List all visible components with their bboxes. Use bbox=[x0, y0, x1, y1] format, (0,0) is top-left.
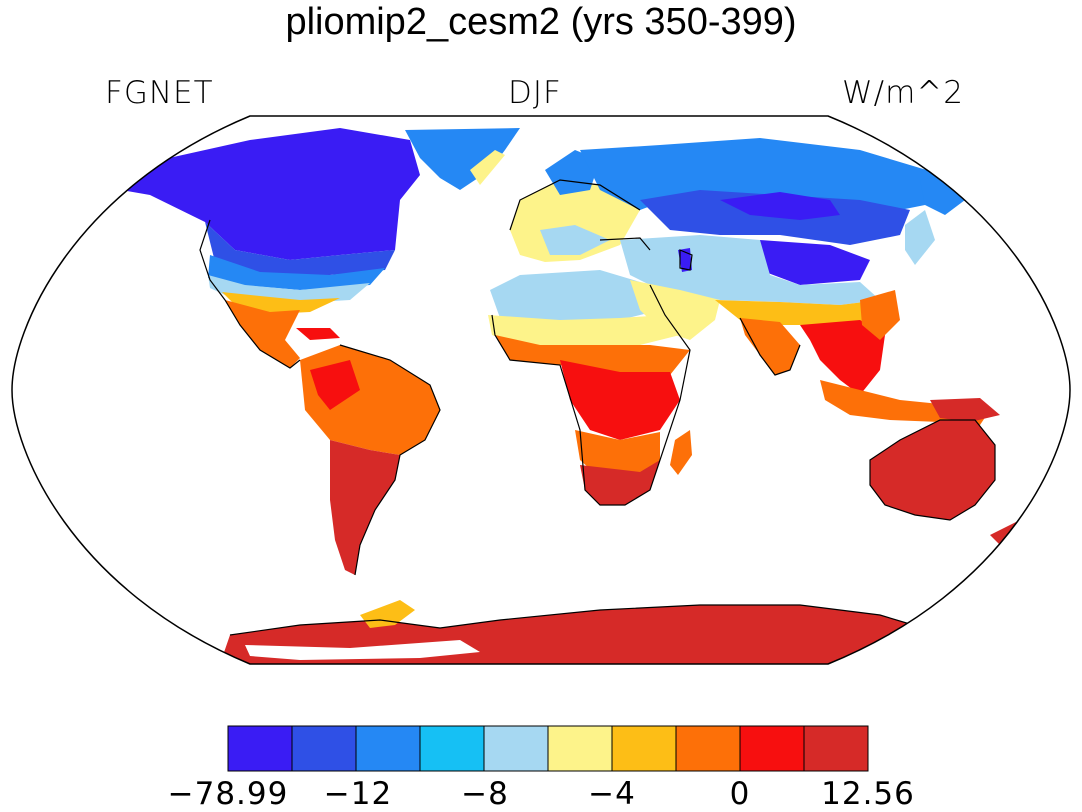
region-europe-central bbox=[540, 225, 610, 255]
colorbar-tick-label: −78.99 bbox=[167, 776, 289, 812]
colorbar-tick-label: 12.56 bbox=[821, 776, 915, 812]
region-antarctic-peninsula bbox=[360, 600, 415, 628]
region-madagascar bbox=[670, 430, 692, 475]
colorbar-swatch bbox=[739, 725, 805, 772]
globe-outline bbox=[11, 115, 1071, 665]
colorbar-swatch bbox=[803, 725, 869, 772]
colorbar-swatch bbox=[483, 725, 549, 772]
region-caribbean bbox=[296, 328, 340, 340]
region-south-america-south bbox=[330, 440, 400, 575]
region-australia bbox=[870, 420, 995, 520]
region-africa-west bbox=[495, 335, 690, 375]
region-africa-north bbox=[490, 270, 660, 322]
colorbar-swatch bbox=[611, 725, 677, 772]
region-greenland bbox=[405, 128, 520, 190]
colorbar-swatch bbox=[547, 725, 613, 772]
region-russia-deep bbox=[720, 192, 840, 220]
variable-label: FGNET bbox=[105, 75, 214, 111]
colorbar-swatch bbox=[355, 725, 421, 772]
region-antarctica-white bbox=[245, 640, 480, 660]
region-africa-south bbox=[580, 460, 660, 505]
colorbar bbox=[227, 725, 869, 772]
region-new-guinea bbox=[930, 398, 1000, 422]
region-china-east bbox=[860, 290, 900, 340]
region-greenland-edge bbox=[470, 150, 505, 185]
plot-title: pliomip2_cesm2 (yrs 350-399) bbox=[285, 1, 797, 43]
region-middle-east bbox=[630, 280, 720, 340]
region-russia-north bbox=[580, 138, 960, 210]
colorbar-swatch bbox=[419, 725, 485, 772]
region-se-asia bbox=[800, 320, 885, 395]
region-mongolia bbox=[760, 240, 870, 285]
colorbar-swatch bbox=[227, 725, 293, 772]
region-south-america-central bbox=[310, 360, 360, 410]
region-south-asia-north bbox=[715, 300, 880, 325]
season-label: DJF bbox=[508, 75, 562, 111]
colorbar-tick-label: 0 bbox=[729, 776, 751, 812]
coastlines bbox=[199, 179, 996, 636]
region-india bbox=[740, 318, 800, 375]
colorbar-swatch bbox=[291, 725, 357, 772]
region-africa-south-central bbox=[575, 430, 660, 478]
land-fields bbox=[110, 128, 1035, 664]
colorbar-tick-label: −12 bbox=[323, 776, 393, 812]
region-africa-central bbox=[560, 360, 680, 440]
units-label: W/m^2 bbox=[842, 75, 964, 111]
colorbar-tick-label: −8 bbox=[461, 776, 509, 812]
colorbar-swatch bbox=[675, 725, 741, 772]
region-usa-north bbox=[208, 255, 385, 290]
region-africa-sahel bbox=[488, 315, 680, 345]
region-canada-south bbox=[205, 222, 395, 278]
region-canada-arctic bbox=[110, 128, 420, 260]
colorbar-tick-label: −4 bbox=[588, 776, 636, 812]
region-japan bbox=[905, 210, 935, 265]
region-south-america-north bbox=[300, 345, 440, 455]
region-europe bbox=[510, 180, 640, 262]
region-mexico bbox=[225, 300, 300, 368]
